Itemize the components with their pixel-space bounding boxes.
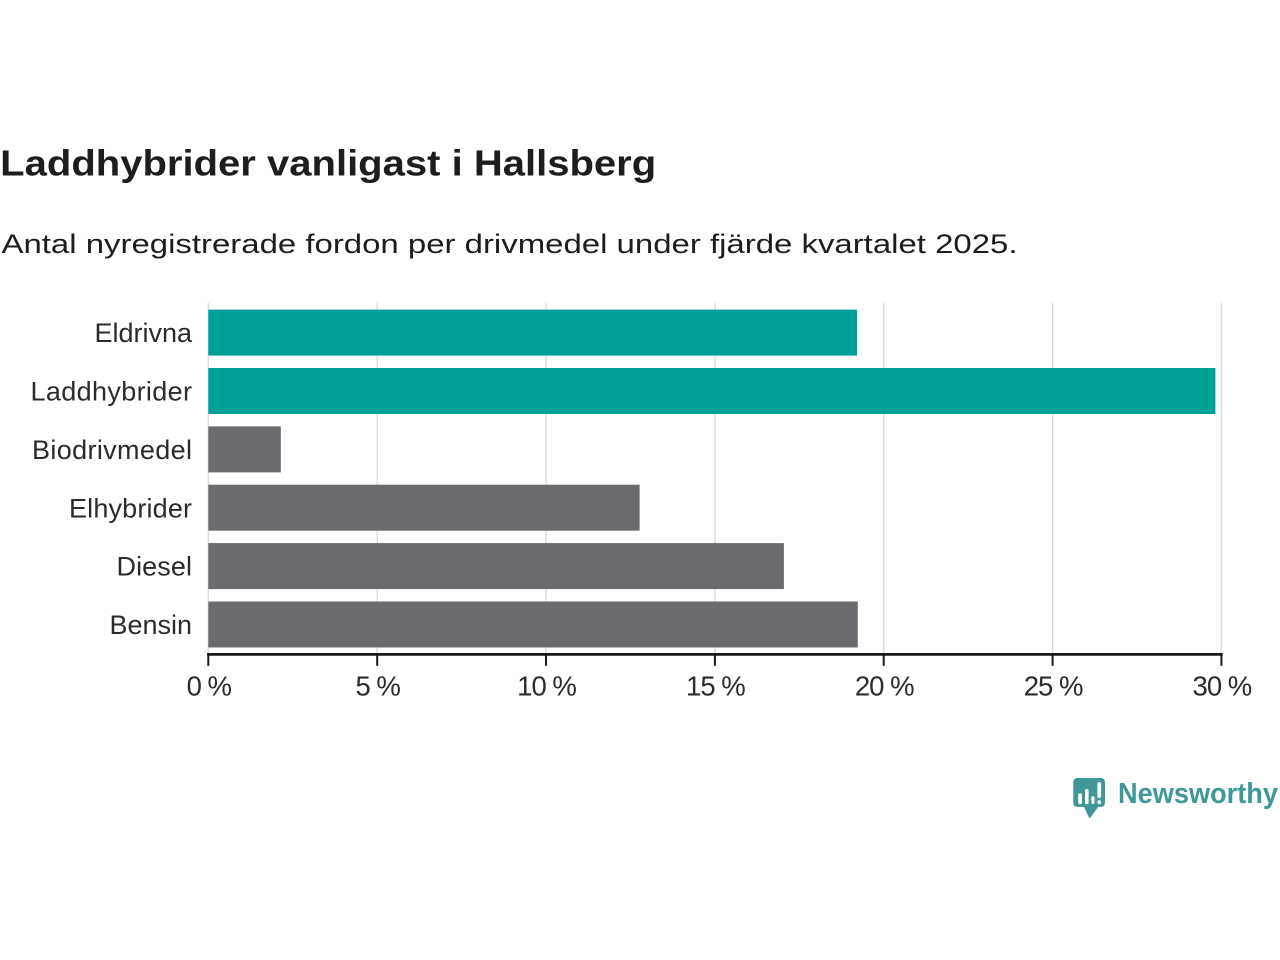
svg-text:20 %: 20 % <box>855 670 914 701</box>
svg-text:Elhybrider: Elhybrider <box>69 493 192 523</box>
svg-text:Laddhybrider: Laddhybrider <box>31 377 193 407</box>
svg-text:30 %: 30 % <box>1193 670 1252 701</box>
svg-text:0 %: 0 % <box>187 670 232 701</box>
svg-text:25 %: 25 % <box>1024 670 1083 701</box>
svg-text:5 %: 5 % <box>356 670 401 701</box>
svg-text:Laddhybrider vanligast i Halls: Laddhybrider vanligast i Hallsberg <box>0 143 656 184</box>
svg-text:Newsworthy: Newsworthy <box>1118 778 1278 810</box>
svg-text:Biodrivmedel: Biodrivmedel <box>32 435 192 465</box>
svg-text:Antal nyregistrerade fordon pe: Antal nyregistrerade fordon per drivmede… <box>2 229 1018 259</box>
svg-text:Eldrivna: Eldrivna <box>95 318 193 348</box>
svg-text:15 %: 15 % <box>686 670 745 701</box>
svg-text:10 %: 10 % <box>517 670 576 701</box>
svg-text:Bensin: Bensin <box>110 610 193 640</box>
svg-text:Diesel: Diesel <box>117 552 193 582</box>
